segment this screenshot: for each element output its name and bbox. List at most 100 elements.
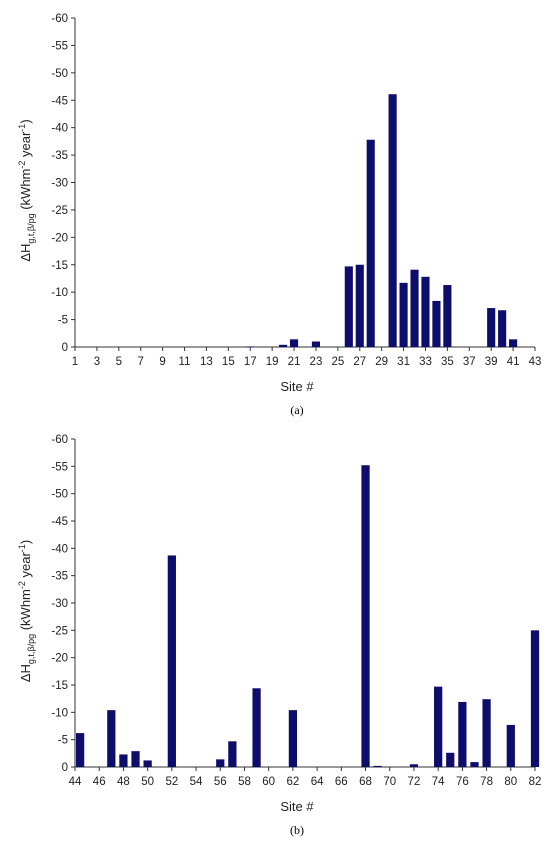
x-tick-label: 7 <box>138 356 144 368</box>
bar <box>119 754 128 767</box>
bar <box>289 339 299 347</box>
x-tick-label: 50 <box>141 776 154 788</box>
y-axis-title-units: (kWhm <box>18 169 33 214</box>
x-tick-label: 39 <box>485 356 498 368</box>
bar <box>409 764 419 767</box>
bar <box>252 688 261 767</box>
bar <box>509 339 518 347</box>
x-tick-label: 68 <box>359 776 372 788</box>
y-tick-label: -60 <box>51 434 68 446</box>
x-tick-label: 27 <box>353 356 366 368</box>
y-tick-label: -10 <box>51 707 68 719</box>
x-tick-label: 64 <box>311 776 324 788</box>
bar <box>76 733 85 767</box>
x-tick-label: 72 <box>408 776 421 788</box>
x-tick-label: 80 <box>504 776 517 788</box>
y-axis-title-base: ΔH <box>18 244 33 262</box>
bar <box>167 555 176 767</box>
bar <box>458 701 467 767</box>
y-axis-title-exp: -1 <box>17 124 27 132</box>
x-tick-label: 5 <box>116 356 122 368</box>
y-axis-title-units: year <box>18 131 33 161</box>
x-tick-label: 43 <box>529 356 542 368</box>
x-axis-title: Site # <box>280 379 314 394</box>
x-tick-label: 19 <box>266 356 279 368</box>
bar <box>216 759 225 767</box>
bar <box>246 346 255 348</box>
x-tick-label: 46 <box>93 776 106 788</box>
y-tick-label: -25 <box>51 625 68 637</box>
y-tick-label: -5 <box>58 315 68 327</box>
x-tick-label: 70 <box>383 776 396 788</box>
x-tick-label: 58 <box>238 776 251 788</box>
y-axis-title-units: (kWhm <box>18 589 33 634</box>
y-axis-title-base: ΔH <box>18 664 33 682</box>
bar <box>470 762 479 767</box>
bar <box>107 710 116 767</box>
bar <box>506 724 515 767</box>
y-tick-label: -55 <box>51 40 68 52</box>
y-tick-label: -15 <box>51 260 68 272</box>
y-tick-label: -15 <box>51 680 68 692</box>
x-tick-label: 15 <box>222 356 235 368</box>
bar <box>443 285 452 347</box>
y-tick-label: -35 <box>51 571 68 583</box>
x-tick-label: 3 <box>94 356 100 368</box>
x-tick-label: 37 <box>463 356 476 368</box>
y-tick-label: -50 <box>51 489 68 501</box>
y-axis-title-exp: -1 <box>17 544 27 552</box>
bar <box>530 630 540 767</box>
x-tick-label: 25 <box>331 356 344 368</box>
x-tick-label: 56 <box>214 776 227 788</box>
x-tick-label: 13 <box>200 356 213 368</box>
x-tick-label: 29 <box>375 356 388 368</box>
y-axis-title-subscript: g,t,β/pg <box>26 634 36 664</box>
y-tick-label: -30 <box>51 598 68 610</box>
bar <box>344 266 353 347</box>
y-tick-label: -25 <box>51 205 68 217</box>
x-tick-label: 82 <box>529 776 542 788</box>
x-tick-label: 23 <box>310 356 323 368</box>
bar <box>410 269 419 347</box>
bar <box>288 710 298 767</box>
x-tick-label: 41 <box>507 356 520 368</box>
y-axis-title-units: year <box>18 552 33 582</box>
y-tick-label: 0 <box>62 342 68 354</box>
bar <box>373 765 382 767</box>
panel-label: (a) <box>290 403 303 417</box>
y-axis-title: ΔHg,t,β/pg (kWhm-2 year-1) <box>17 119 36 261</box>
bar <box>311 341 321 347</box>
bar <box>355 264 364 347</box>
x-tick-label: 17 <box>244 356 257 368</box>
y-tick-label: -35 <box>51 150 68 162</box>
y-tick-label: -50 <box>51 68 68 80</box>
bar <box>361 465 370 767</box>
bar <box>482 699 491 767</box>
y-axis-title-exp: -2 <box>17 581 27 589</box>
y-axis-title-exp: -2 <box>17 161 27 169</box>
x-tick-label: 52 <box>165 776 178 788</box>
y-axis-title: ΔHg,t,β/pg (kWhm-2 year-1) <box>17 540 36 682</box>
x-tick-label: 62 <box>286 776 299 788</box>
bar <box>279 344 288 347</box>
y-tick-label: 0 <box>62 762 68 774</box>
x-tick-label: 44 <box>69 776 82 788</box>
x-tick-label: 60 <box>262 776 275 788</box>
bar <box>421 276 430 347</box>
bar <box>399 282 408 347</box>
bar <box>143 760 152 767</box>
bar <box>388 94 397 348</box>
y-tick-label: -30 <box>51 178 68 190</box>
x-tick-label: 78 <box>480 776 493 788</box>
x-tick-label: 11 <box>179 356 191 368</box>
bar <box>228 741 237 767</box>
chart-panel-b: 0 -5 -10 -15 -20 -25 -30 -35 -40 -45 -50 -55 -60 44 46… <box>17 434 541 837</box>
x-tick-label: 1 <box>72 356 78 368</box>
bar <box>366 139 375 347</box>
x-axis-title: Site # <box>280 799 314 814</box>
bar <box>487 308 496 347</box>
x-tick-label: 66 <box>335 776 348 788</box>
x-tick-label: 54 <box>190 776 203 788</box>
y-tick-label: -45 <box>51 95 68 107</box>
